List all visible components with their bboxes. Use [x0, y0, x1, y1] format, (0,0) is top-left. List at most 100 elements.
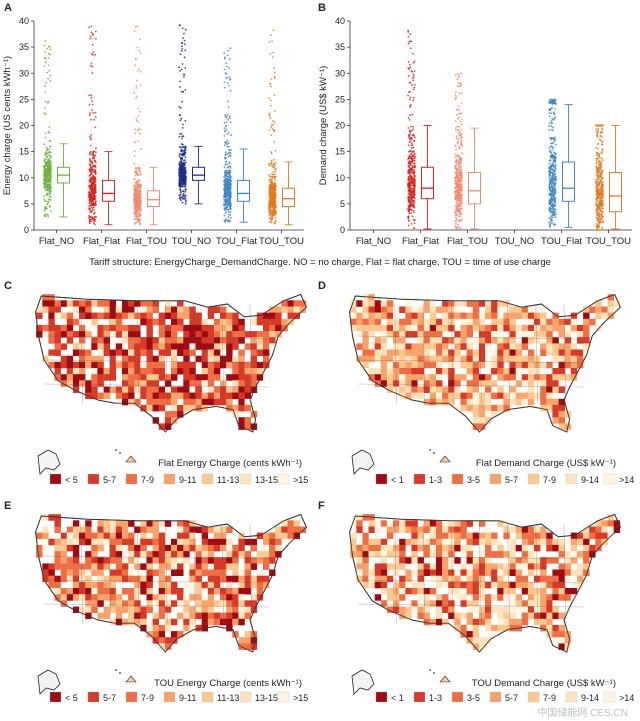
map-panel-f: TOU Demand Charge (US$ kW⁻¹) < 1 1-3 3-5 5-7…	[349, 513, 634, 703]
state-border	[358, 555, 584, 560]
panel-label-b: B	[318, 2, 326, 14]
series-flat-tou	[133, 25, 160, 226]
y-tick-label: 25	[335, 94, 345, 104]
state-border	[136, 303, 140, 404]
legend-label: >14	[619, 475, 634, 485]
legend-swatch	[277, 473, 290, 485]
state-border	[193, 303, 196, 404]
legend-label: 7-9	[543, 475, 556, 485]
legend-swatch	[125, 473, 138, 485]
legend-swatch	[163, 691, 176, 703]
state-border	[479, 523, 482, 624]
state-border	[535, 523, 538, 624]
legend-label: 3-5	[467, 475, 480, 485]
x-tick-label: TOU_NO	[495, 236, 534, 247]
legend-label: < 1	[391, 475, 404, 485]
state-border	[479, 303, 482, 404]
legend-swatch	[201, 473, 214, 485]
y-tick-label: 0	[340, 225, 345, 235]
state-border	[165, 523, 168, 624]
legend-swatch	[49, 691, 62, 703]
panel-label-c: C	[4, 280, 12, 292]
legend-label: 9-14	[581, 693, 599, 703]
y-tick-label: 25	[19, 94, 29, 104]
alaska-inset	[37, 669, 61, 695]
x-tick-label: TOU_Flat	[541, 236, 582, 247]
box	[282, 187, 295, 207]
legend-label: 9-14	[581, 475, 599, 485]
legend-label: >15	[293, 693, 308, 703]
y-tick-label: 20	[19, 121, 29, 131]
legend-swatch	[603, 473, 616, 485]
y-tick-label: 40	[19, 16, 29, 26]
legend-label: 5-7	[505, 475, 518, 485]
legend-swatch	[527, 691, 540, 703]
legend-swatch	[201, 691, 214, 703]
hawaii-island	[433, 452, 435, 454]
y-tick-label: 5	[340, 199, 345, 209]
x-tick-label: TOU_TOU	[586, 236, 631, 247]
legend-label: 11-13	[217, 693, 239, 703]
legend-swatch	[527, 473, 540, 485]
legend-swatch	[565, 691, 578, 703]
state-border	[193, 523, 196, 624]
legend-label: 5-7	[103, 693, 116, 703]
legend-label: 1-3	[429, 475, 442, 485]
legend-label: < 5	[65, 475, 78, 485]
legend-label: 7-9	[141, 475, 154, 485]
hawaii-island	[119, 672, 121, 674]
legend-swatch	[87, 691, 100, 703]
legend-swatch	[413, 473, 426, 485]
series-flat-no	[43, 40, 70, 218]
legend-swatch	[489, 691, 502, 703]
alaska-inset	[351, 449, 375, 475]
y-tick-label: 35	[19, 42, 29, 52]
state-border	[507, 523, 510, 624]
y-tick-label: 5	[24, 199, 29, 209]
box-panel-b: 0 5 10 15 20 25 30 35 40 Demand charge (US$ kW⁻¹)…	[318, 16, 632, 247]
legend-label: 5-7	[103, 475, 116, 485]
legend-swatch	[489, 473, 502, 485]
y-tick-label: 30	[19, 68, 29, 78]
series-flat-flat	[88, 25, 115, 226]
legend-label: 13-15	[255, 693, 278, 703]
x-tick-label: TOU_Flat	[216, 236, 257, 247]
legend-swatch	[375, 691, 388, 703]
y-tick-label: 20	[335, 121, 345, 131]
alaska-inset	[351, 669, 375, 695]
us-outline-stroke	[349, 513, 621, 653]
panel-label-a: A	[4, 2, 12, 14]
map-panel-c: Flat Energy Charge (cents kWh⁻¹) < 5 5-7 7-…	[35, 293, 308, 485]
state-border	[80, 303, 83, 404]
box-panel-a: 0 5 10 15 20 25 30 35 40 Energy charge (US cents …	[2, 16, 304, 247]
state-border	[394, 303, 397, 404]
state-border	[358, 359, 584, 364]
legend-swatch	[125, 691, 138, 703]
series-flat-tou	[454, 72, 481, 230]
legend-label: 5-7	[505, 693, 518, 703]
x-tick-label: Flat_NO	[356, 236, 391, 247]
legend-swatch	[277, 691, 290, 703]
state-border	[80, 523, 83, 624]
alaska-inset	[37, 449, 61, 475]
map-panel-d: Flat Demand Charge (US$ kW⁻¹) < 1 1-3 3-5 5-…	[349, 293, 634, 485]
y-tick-label: 35	[335, 42, 345, 52]
state-border	[358, 603, 584, 608]
series-tou-tou	[268, 29, 295, 226]
hawaii-inset	[439, 675, 451, 683]
hawaii-island	[119, 452, 121, 454]
series-tou-flat	[223, 47, 250, 223]
box	[609, 172, 622, 213]
box	[147, 190, 160, 207]
map-title: TOU Demand Charge (US$ kW⁻¹)	[472, 678, 616, 689]
y-axis-label: Demand charge (US$ kW⁻¹)	[318, 66, 329, 186]
y-tick-label: 40	[335, 16, 345, 26]
legend-swatch	[565, 473, 578, 485]
x-tick-label: Flat_TOU	[447, 236, 488, 247]
map-title: TOU Energy Charge (cents kWh⁻¹)	[154, 678, 302, 689]
figure-caption: Tariff structure: EnergyCharge_DemandCha…	[89, 257, 551, 268]
state-border	[221, 523, 224, 624]
legend-label: < 5	[65, 693, 78, 703]
state-border	[108, 523, 112, 624]
